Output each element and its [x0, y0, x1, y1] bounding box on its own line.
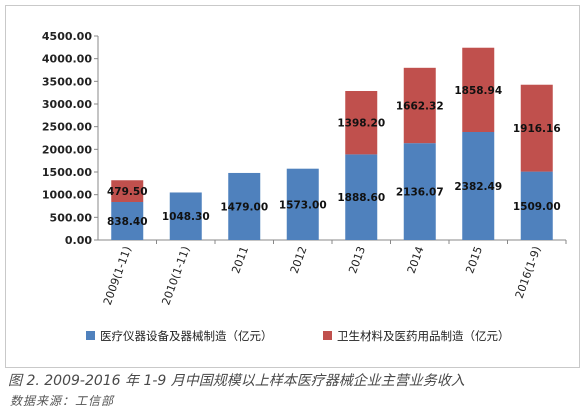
data-source: 数据来源：工信部	[10, 394, 115, 408]
y-tick-label: 4000.00	[42, 53, 92, 66]
bar-medical-devices	[462, 131, 495, 240]
data-label: 1048.30	[162, 211, 210, 223]
x-tick-label: 2014	[405, 245, 427, 276]
y-tick-label: 3000.00	[42, 98, 92, 111]
bar-medical-devices	[520, 171, 553, 240]
legend-label: 卫生材料及医药用品制造（亿元）	[337, 329, 510, 343]
y-tick-label: 0.00	[65, 234, 92, 247]
bar-medical-devices	[286, 168, 319, 240]
y-tick-label: 500.00	[50, 211, 93, 224]
stacked-bar-chart: 0.00 500.00 1000.00 1500.00 2000.00 2500.00 30…	[42, 30, 567, 343]
legend-swatch	[323, 331, 332, 340]
legend-label: 医疗仪器设备及器械制造（亿元）	[100, 329, 273, 343]
x-tick-label: 2009(1-11)	[101, 245, 134, 307]
y-tick-label: 2500.00	[42, 121, 92, 134]
data-label: 838.40	[107, 216, 148, 228]
data-label: 1858.94	[454, 85, 502, 97]
data-label: 1888.60	[337, 192, 385, 204]
data-label: 2136.07	[396, 187, 444, 199]
bar-medical-devices	[403, 143, 436, 240]
data-label: 1916.16	[513, 123, 561, 135]
figure-caption: 图 2. 2009-2016 年 1-9 月中国规模以上样本医疗器械企业主营业务…	[8, 373, 465, 389]
x-tick-label: 2010(1-11)	[159, 245, 192, 307]
bar-medical-supplies	[345, 90, 378, 155]
bar-medical-supplies	[520, 84, 553, 172]
x-tick-label: 2011	[229, 245, 251, 276]
data-label: 479.50	[107, 186, 148, 198]
y-tick-label: 3500.00	[42, 75, 92, 88]
data-label: 1479.00	[220, 201, 268, 213]
y-tick-label: 1000.00	[42, 189, 92, 202]
axes: 0.00 500.00 1000.00 1500.00 2000.00 2500.00 30…	[42, 30, 567, 307]
data-label: 2382.49	[454, 181, 502, 193]
data-label: 1398.20	[337, 118, 385, 130]
x-tick-label: 2012	[288, 245, 310, 276]
bar-medical-devices	[111, 201, 144, 240]
y-tick-label: 1500.00	[42, 166, 92, 179]
legend: 医疗仪器设备及器械制造（亿元） 卫生材料及医药用品制造（亿元）	[86, 329, 510, 343]
bar-medical-supplies	[462, 47, 495, 132]
chart-frame: 0.00 500.00 1000.00 1500.00 2000.00 2500.00 30…	[5, 5, 580, 368]
bar-medical-supplies	[403, 67, 436, 144]
bar-medical-supplies	[111, 180, 144, 202]
data-label: 1573.00	[279, 199, 327, 211]
x-tick-label: 2013	[346, 245, 368, 276]
y-tick-label: 4500.00	[42, 30, 92, 43]
bar-medical-devices	[228, 172, 261, 240]
data-label: 1662.32	[396, 100, 444, 112]
y-tick-label: 2000.00	[42, 143, 92, 156]
legend-swatch	[86, 331, 95, 340]
bars	[111, 47, 553, 240]
x-tick-label: 2015	[463, 245, 485, 276]
x-tick-label: 2016(1-9)	[513, 245, 544, 301]
bar-medical-devices	[345, 154, 378, 240]
data-labels: 838.40 479.50 1048.30 1479.00 1573.00 1888.60…	[107, 85, 561, 228]
bar-medical-devices	[169, 192, 202, 240]
data-label: 1509.00	[513, 201, 561, 213]
